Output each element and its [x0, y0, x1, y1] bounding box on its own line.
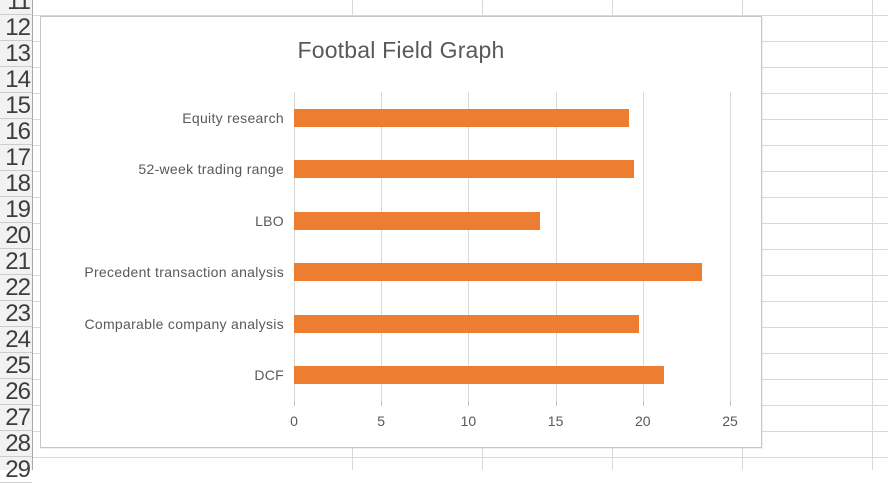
- category-label: Comparable company analysis: [84, 315, 284, 332]
- row-header-11[interactable]: 11: [0, 0, 32, 15]
- x-axis-label: 15: [547, 413, 564, 429]
- chart-gridline: [555, 92, 557, 401]
- axis-tick: [730, 401, 731, 406]
- row-header-column: 11 12 13 14 15 16 17 18 19 20 21 22 23 24 25 26 27 28 29: [0, 0, 33, 483]
- row-header-29[interactable]: 29: [0, 457, 32, 483]
- data-bar[interactable]: [294, 366, 664, 385]
- axis-tick: [294, 401, 295, 406]
- row-header-23[interactable]: 23: [0, 301, 32, 327]
- row-gridline: [33, 457, 888, 458]
- axis-tick: [642, 401, 644, 406]
- data-bar[interactable]: [294, 108, 629, 127]
- row-header-14[interactable]: 14: [0, 67, 32, 93]
- axis-tick: [555, 401, 557, 406]
- chart-gridline: [730, 92, 731, 401]
- row-header-26[interactable]: 26: [0, 379, 32, 405]
- row-header-19[interactable]: 19: [0, 197, 32, 223]
- row-header-27[interactable]: 27: [0, 405, 32, 431]
- x-axis-label: 10: [460, 413, 477, 429]
- data-bar[interactable]: [294, 314, 640, 333]
- chart-title[interactable]: Footbal Field Graph: [297, 37, 505, 63]
- row-header-25[interactable]: 25: [0, 353, 32, 379]
- x-axis-label: 0: [290, 413, 298, 429]
- x-axis-label: 5: [377, 413, 386, 429]
- row-header-15[interactable]: 15: [0, 93, 32, 119]
- x-axis-label: 25: [722, 413, 738, 429]
- data-bar[interactable]: [294, 160, 635, 179]
- axis-tick: [381, 401, 383, 406]
- column-gridline: [872, 0, 873, 470]
- row-header-24[interactable]: 24: [0, 327, 32, 353]
- data-bar[interactable]: [294, 211, 540, 230]
- x-axis-label: 20: [635, 413, 651, 429]
- category-label: DCF: [254, 367, 284, 384]
- chart-gridline: [642, 92, 644, 401]
- row-header-18[interactable]: 18: [0, 171, 32, 197]
- football-field-chart[interactable]: Footbal Field Graph 0 5 10 15 20 25 Equity res…: [40, 16, 762, 448]
- row-gridline: [33, 15, 888, 16]
- row-header-20[interactable]: 20: [0, 223, 32, 249]
- category-label: 52-week trading range: [138, 161, 284, 178]
- category-label: Precedent transaction analysis: [84, 264, 284, 281]
- chart-gridline: [294, 92, 295, 401]
- chart-gridline: [381, 92, 383, 401]
- category-label: LBO: [255, 212, 284, 229]
- row-header-21[interactable]: 21: [0, 249, 32, 275]
- row-header-22[interactable]: 22: [0, 275, 32, 301]
- data-bar[interactable]: [294, 263, 703, 282]
- row-header-12[interactable]: 12: [0, 15, 32, 41]
- category-label: Equity research: [182, 109, 284, 126]
- row-header-13[interactable]: 13: [0, 41, 32, 67]
- axis-tick: [468, 401, 470, 406]
- row-header-28[interactable]: 28: [0, 431, 32, 457]
- row-header-16[interactable]: 16: [0, 119, 32, 145]
- chart-gridline: [468, 92, 470, 401]
- row-header-17[interactable]: 17: [0, 145, 32, 171]
